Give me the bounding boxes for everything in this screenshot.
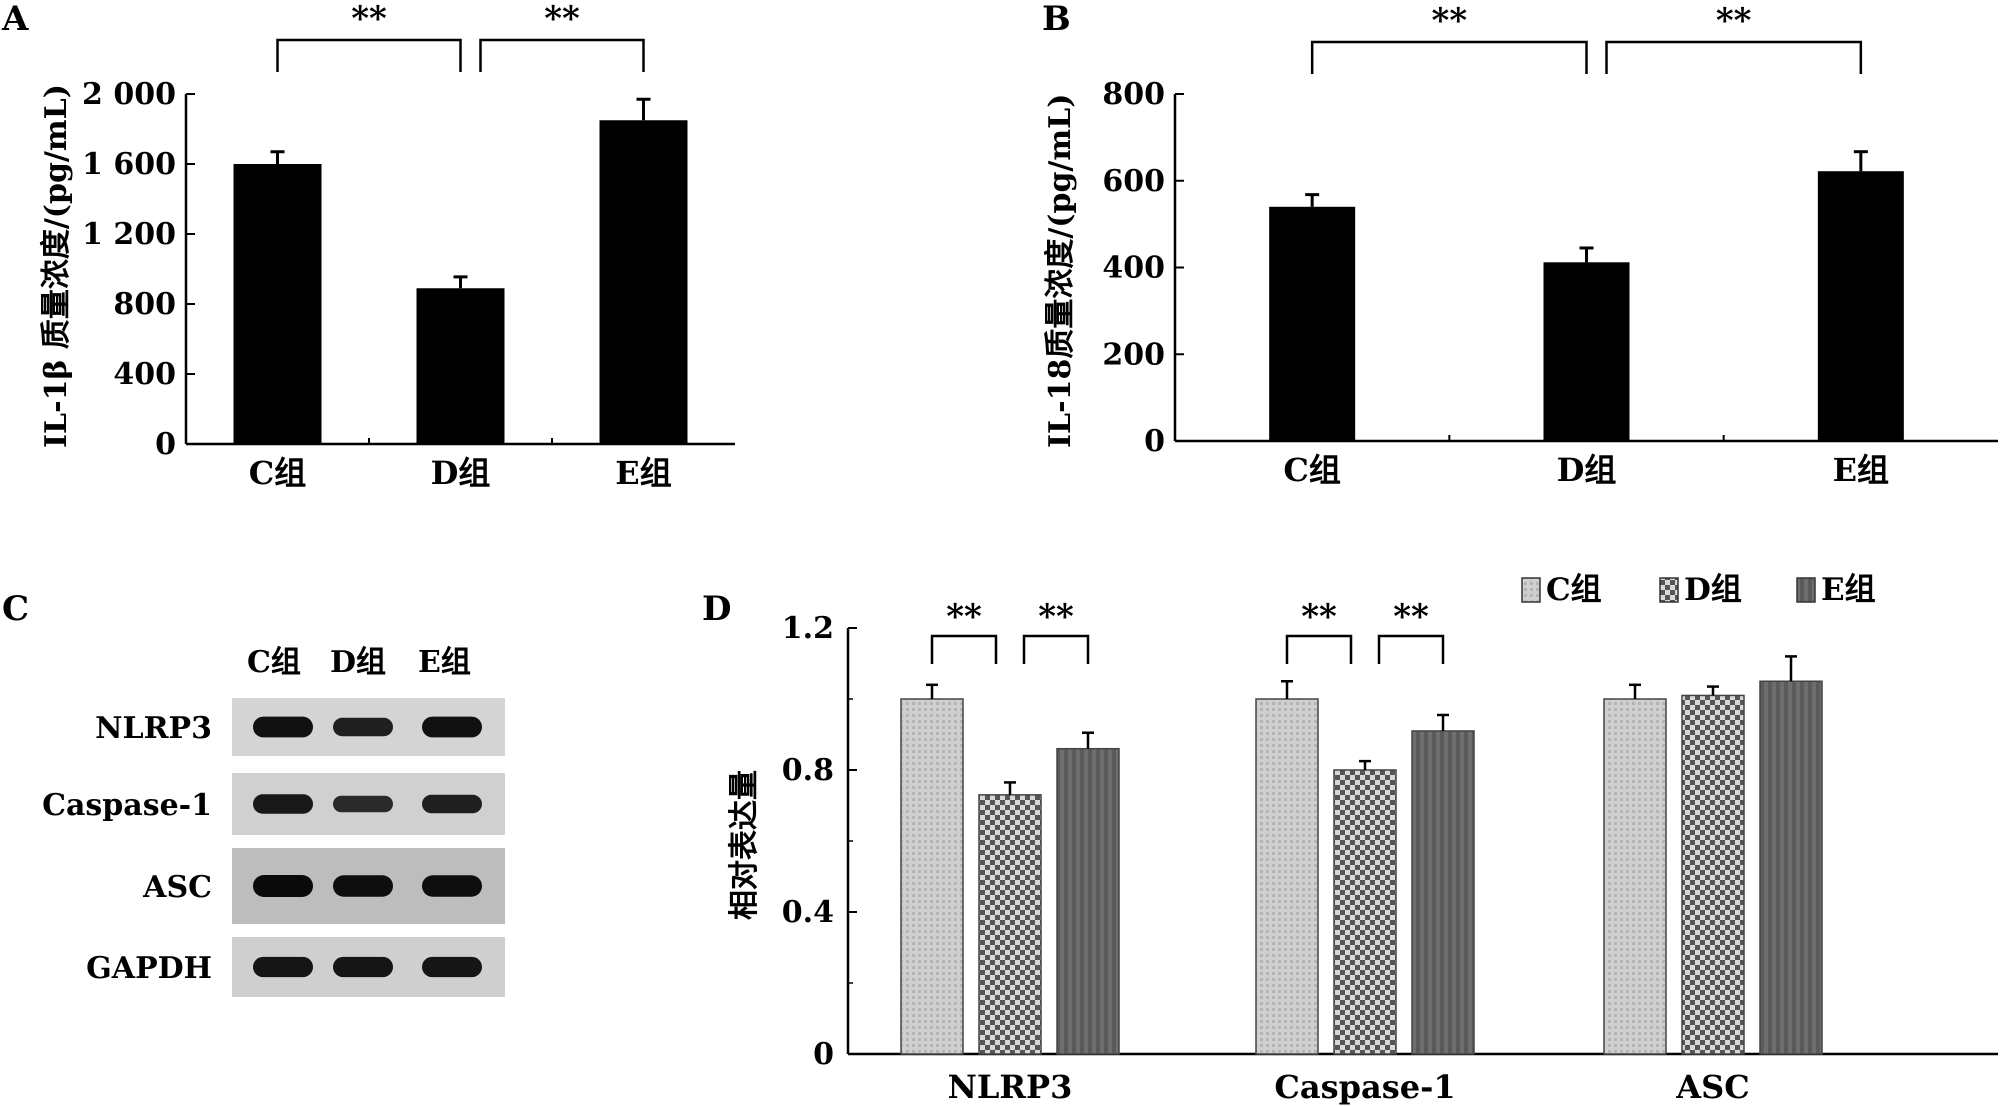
- bar: [1759, 680, 1823, 1055]
- blot-band: [333, 875, 393, 897]
- blot-band: [333, 795, 393, 813]
- x-category-label: E组: [1833, 451, 1889, 489]
- bar: [1543, 262, 1630, 441]
- blot-row-label: GAPDH: [86, 951, 212, 986]
- blot-band: [333, 717, 393, 737]
- blot-column-label: E组: [418, 645, 471, 680]
- significance-label: **: [1301, 597, 1337, 637]
- significance-label: **: [1716, 1, 1752, 41]
- x-category-label: ASC: [1675, 1068, 1749, 1106]
- x-category-label: D组: [1557, 451, 1617, 489]
- y-tick-label: 800: [113, 287, 176, 322]
- blot-band: [422, 794, 482, 814]
- y-tick-label: 0: [813, 1037, 834, 1072]
- bar: [599, 120, 688, 444]
- y-axis-label: IL-1β 质量浓度/(pg/mL): [39, 84, 74, 448]
- blot-band: [422, 956, 482, 978]
- x-category-label: Caspase-1: [1274, 1068, 1455, 1106]
- chart-panel-d: 相对表达量 0 0.4 0.8 1.2 ** ** ** ** NLRP3 Caspase-1…: [727, 572, 1998, 1106]
- bar: [233, 164, 322, 444]
- y-tick-label: 0.4: [782, 895, 834, 930]
- significance-bracket: [1022, 634, 1090, 664]
- y-axis-label: IL-18质量浓度/(pg/mL): [1043, 94, 1078, 448]
- bar: [1411, 730, 1475, 1055]
- y-tick-label: 0: [155, 427, 176, 462]
- legend-swatch: [1659, 577, 1679, 603]
- blot-row-label: Caspase-1: [42, 788, 212, 823]
- x-category-label: D组: [431, 454, 491, 492]
- significance-bracket: [276, 38, 462, 72]
- y-tick-label: 0: [1144, 424, 1165, 459]
- blot-row-label: ASC: [142, 870, 212, 905]
- y-tick-label: 400: [1102, 251, 1165, 286]
- x-category-label: C组: [249, 454, 306, 492]
- legend-label: E组: [1821, 572, 1876, 608]
- y-tick-label: 200: [1102, 337, 1165, 372]
- blot-column-label: D组: [330, 645, 386, 680]
- significance-bracket: [1285, 634, 1353, 664]
- bar: [1333, 769, 1397, 1055]
- y-axis-label: 相对表达量: [727, 770, 762, 920]
- y-tick-label: 600: [1102, 164, 1165, 199]
- bar: [978, 794, 1042, 1055]
- significance-bracket: [479, 38, 645, 72]
- bar: [900, 698, 964, 1055]
- significance-bracket: [930, 634, 998, 664]
- blot-band: [253, 794, 313, 814]
- blot-row-label: NLRP3: [95, 711, 212, 746]
- significance-bracket: [1310, 40, 1588, 74]
- y-tick-label: 800: [1102, 77, 1165, 112]
- y-tick-label: 400: [113, 357, 176, 392]
- x-category-label: C组: [1283, 451, 1340, 489]
- panel-letter-b: B: [1042, 0, 1071, 39]
- bar: [1269, 206, 1356, 441]
- panel-letter-d: D: [702, 589, 731, 629]
- legend-swatch: [1796, 577, 1816, 603]
- legend-label: C组: [1546, 572, 1602, 608]
- blot-band: [253, 716, 313, 738]
- significance-label: **: [1432, 1, 1468, 41]
- chart-panel-b: IL-18质量浓度/(pg/mL) 0 200 400 600 800 ** ** C组 D…: [1043, 1, 1998, 489]
- y-tick-label: 1 600: [82, 147, 176, 182]
- legend-label: D组: [1684, 572, 1742, 608]
- blot-band: [422, 716, 482, 738]
- western-blot-panel: C组 D组 E组 NLRP3 Caspase-1 ASC GAPDH: [42, 645, 505, 997]
- bar: [416, 288, 505, 444]
- blot-column-label: C组: [247, 645, 301, 680]
- panel-letter-c: C: [2, 589, 29, 629]
- significance-label: **: [544, 0, 580, 39]
- significance-label: **: [1393, 597, 1429, 637]
- significance-bracket: [1605, 40, 1863, 74]
- chart-panel-a: IL-1β 质量浓度/(pg/mL) 0 400 800 1 200 1 600 2 00…: [39, 0, 735, 492]
- x-category-label: E组: [615, 454, 671, 492]
- blot-band: [253, 875, 313, 897]
- significance-label: **: [351, 0, 387, 39]
- legend-swatch: [1521, 577, 1541, 603]
- bar: [1817, 171, 1904, 441]
- panel-letter-a: A: [1, 0, 29, 39]
- bar: [1603, 698, 1667, 1055]
- bar: [1056, 747, 1120, 1055]
- blot-band: [333, 956, 393, 978]
- bar: [1255, 698, 1319, 1055]
- significance-bracket: [1377, 634, 1445, 664]
- y-tick-label: 1 200: [82, 217, 176, 252]
- y-tick-label: 1.2: [782, 611, 834, 646]
- blot-band: [422, 875, 482, 897]
- significance-label: **: [946, 597, 982, 637]
- significance-label: **: [1038, 597, 1074, 637]
- x-category-label: NLRP3: [948, 1068, 1073, 1106]
- blot-band: [253, 956, 313, 978]
- y-tick-label: 0.8: [782, 753, 834, 788]
- bar: [1681, 694, 1745, 1055]
- y-tick-label: 2 000: [82, 77, 176, 112]
